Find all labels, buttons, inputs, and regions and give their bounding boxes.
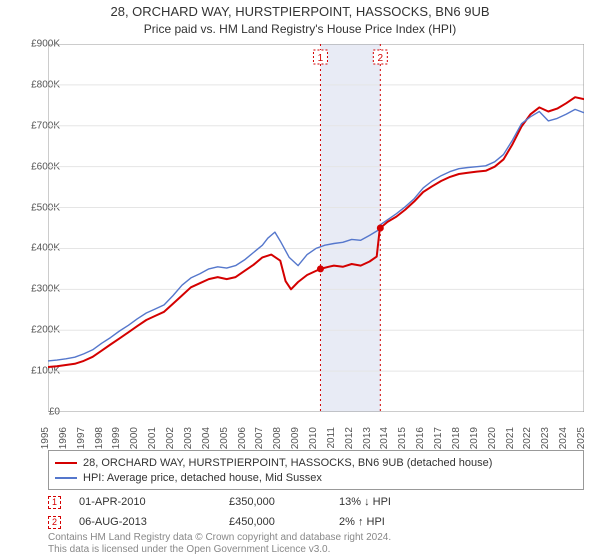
sale-date: 06-AUG-2013 <box>79 516 229 528</box>
x-tick-label: 2012 <box>344 427 355 449</box>
x-tick-label: 2008 <box>272 427 283 449</box>
x-tick-label: 2024 <box>558 427 569 449</box>
sale-date: 01-APR-2010 <box>79 496 229 508</box>
sale-row-marker: 2 <box>48 516 61 529</box>
x-tick-label: 2021 <box>505 427 516 449</box>
x-tick-label: 2016 <box>415 427 426 449</box>
x-tick-label: 2007 <box>254 427 265 449</box>
gridlines <box>48 44 584 412</box>
x-tick-label: 2023 <box>540 427 551 449</box>
x-tick-label: 1999 <box>111 427 122 449</box>
x-tick-label: 2004 <box>201 427 212 449</box>
x-tick-label: 2000 <box>129 427 140 449</box>
footer-line-2: This data is licensed under the Open Gov… <box>48 544 584 556</box>
x-tick-label: 2005 <box>219 427 230 449</box>
sale-row-2: 2 06-AUG-2013£450,0002% ↑ HPI <box>48 513 584 531</box>
sale-row-marker: 1 <box>48 496 61 509</box>
sale-dot <box>317 265 324 272</box>
series-line-0 <box>48 97 584 367</box>
x-tick-label: 1995 <box>40 427 51 449</box>
chart-subtitle: Price paid vs. HM Land Registry's House … <box>0 22 600 36</box>
legend-item: 28, ORCHARD WAY, HURSTPIERPOINT, HASSOCK… <box>55 455 577 470</box>
axes <box>48 44 584 412</box>
x-tick-label: 2018 <box>451 427 462 449</box>
x-tick-label: 2003 <box>183 427 194 449</box>
sale-price: £350,000 <box>229 496 339 508</box>
arrow-icon: ↓ <box>364 496 370 508</box>
sale-pct: 13% ↓ HPI <box>339 496 559 508</box>
x-tick-label: 2020 <box>487 427 498 449</box>
legend-label: 28, ORCHARD WAY, HURSTPIERPOINT, HASSOCK… <box>83 457 492 469</box>
legend-swatch <box>55 462 77 464</box>
chart-svg: 12 <box>48 44 584 412</box>
x-tick-label: 2010 <box>308 427 319 449</box>
x-tick-label: 2014 <box>379 427 390 449</box>
x-tick-label: 2006 <box>237 427 248 449</box>
arrow-icon: ↑ <box>358 516 364 528</box>
legend-swatch <box>55 477 77 479</box>
sale-marker-label: 1 <box>318 53 324 64</box>
sale-marker-label: 2 <box>378 53 384 64</box>
sale-price: £450,000 <box>229 516 339 528</box>
shaded-band <box>320 44 380 412</box>
sale-pct: 2% ↑ HPI <box>339 516 559 528</box>
x-tick-label: 1996 <box>58 427 69 449</box>
x-tick-label: 2011 <box>326 427 337 449</box>
chart-title: 28, ORCHARD WAY, HURSTPIERPOINT, HASSOCK… <box>0 4 600 19</box>
chart-plot-area: 12 <box>48 44 584 412</box>
x-tick-label: 1997 <box>76 427 87 449</box>
x-tick-label: 2002 <box>165 427 176 449</box>
x-tick-label: 1998 <box>94 427 105 449</box>
x-tick-label: 2013 <box>362 427 373 449</box>
x-tick-label: 2001 <box>147 427 158 449</box>
sale-row-1: 1 01-APR-2010£350,00013% ↓ HPI <box>48 493 584 511</box>
x-tick-label: 2009 <box>290 427 301 449</box>
x-tick-label: 2015 <box>397 427 408 449</box>
legend-label: HPI: Average price, detached house, Mid … <box>83 472 322 484</box>
series-line-1 <box>48 109 584 361</box>
x-tick-label: 2017 <box>433 427 444 449</box>
x-tick-label: 2022 <box>522 427 533 449</box>
sale-dot <box>377 225 384 232</box>
x-tick-label: 2019 <box>469 427 480 449</box>
footer-line-1: Contains HM Land Registry data © Crown c… <box>48 532 584 544</box>
legend-box: 28, ORCHARD WAY, HURSTPIERPOINT, HASSOCK… <box>48 450 584 490</box>
attribution-footer: Contains HM Land Registry data © Crown c… <box>48 532 584 556</box>
legend-item: HPI: Average price, detached house, Mid … <box>55 470 577 485</box>
x-tick-label: 2025 <box>576 427 587 449</box>
